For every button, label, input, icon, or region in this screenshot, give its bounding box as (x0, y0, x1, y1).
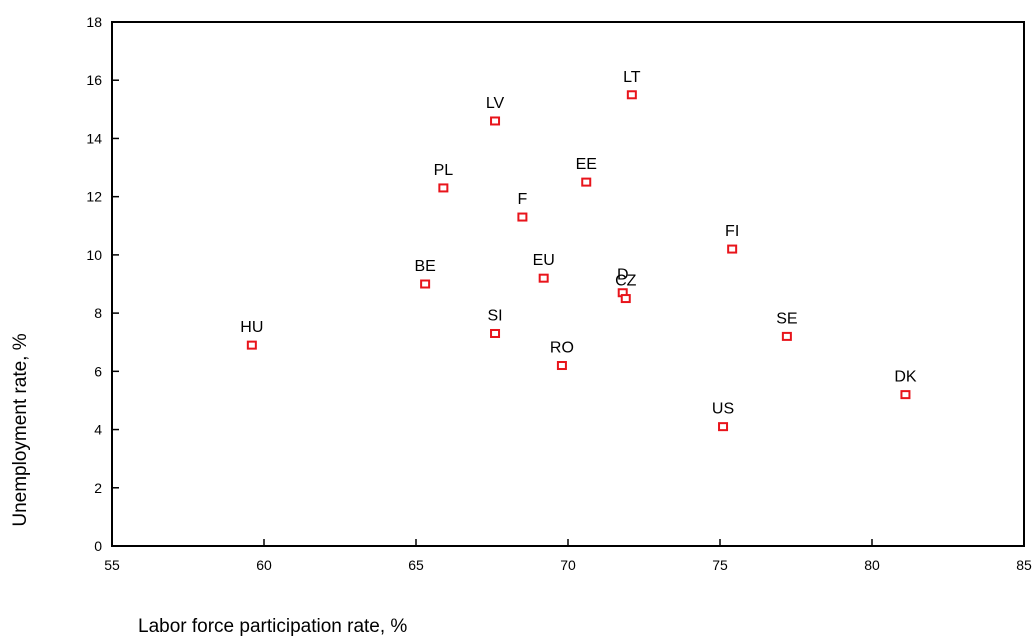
y-tick-label: 0 (94, 538, 102, 554)
y-tick-label: 6 (94, 363, 102, 379)
point-label-ro: RO (550, 340, 574, 357)
point-label-ee: EE (576, 156, 597, 173)
data-points: HU BE PL SI LV F EU RO EE DCZ LT US FI SE DK (240, 69, 917, 432)
x-tick-label: 60 (256, 557, 272, 573)
point-label-be: BE (414, 258, 435, 275)
point-marker-si (490, 328, 501, 338)
x-tick-label: 75 (712, 557, 728, 573)
point-marker-eu (538, 273, 549, 283)
x-tick-label: 80 (864, 557, 880, 573)
point-label-lv: LV (486, 95, 505, 112)
point-label-d: D (617, 267, 629, 284)
point-marker-lt (626, 90, 637, 100)
point-marker-f (517, 212, 528, 222)
point-marker-be (420, 279, 431, 289)
point-marker-hu (246, 340, 257, 350)
point-label-fi: FI (725, 223, 739, 240)
point-label-se: SE (776, 310, 797, 327)
y-tick-label: 10 (86, 247, 102, 263)
x-tick-label: 55 (104, 557, 120, 573)
point-marker-se (781, 331, 792, 341)
x-tick-label: 65 (408, 557, 424, 573)
point-label-eu: EU (533, 252, 555, 269)
point-marker-ee (581, 177, 592, 187)
x-axis-title: Labor force participation rate, % (138, 616, 407, 637)
point-label-dk: DK (894, 369, 917, 386)
y-tick-label: 4 (94, 422, 102, 438)
point-marker-cz (620, 294, 631, 304)
point-label-us: US (712, 401, 734, 418)
y-tick-label: 2 (94, 480, 102, 496)
point-marker-lv (490, 116, 501, 126)
y-tick-label: 12 (86, 189, 102, 205)
point-marker-fi (727, 244, 738, 254)
point-label-hu: HU (240, 319, 263, 336)
point-label-f: F (518, 191, 528, 208)
point-marker-ro (556, 361, 567, 371)
y-tick-label: 8 (94, 305, 102, 321)
x-tick-label: 85 (1016, 557, 1032, 573)
point-label-pl: PL (434, 162, 454, 179)
plot-area-border (111, 21, 1025, 547)
point-label-lt: LT (623, 69, 641, 86)
x-tick-label: 70 (560, 557, 576, 573)
y-tick-label: 18 (86, 14, 102, 30)
plot-frame (111, 21, 1025, 547)
point-label-cz: CZ (615, 273, 637, 290)
point-label-si: SI (487, 307, 502, 324)
point-marker-dk (900, 390, 911, 400)
y-axis-ticks: 0 2 4 6 8 10 12 14 16 18 (86, 14, 119, 554)
y-axis-title: Unemployment rate, % (10, 333, 31, 526)
point-marker-us (718, 422, 729, 432)
x-axis-ticks: 55 60 65 70 75 80 85 (104, 539, 1032, 573)
y-tick-label: 16 (86, 72, 102, 88)
point-marker-pl (438, 183, 449, 193)
y-tick-label: 14 (86, 130, 102, 146)
